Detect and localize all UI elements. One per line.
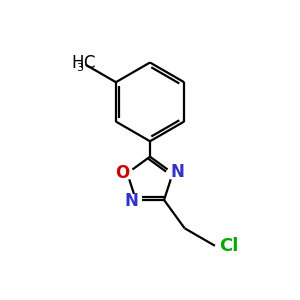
Text: N: N bbox=[171, 163, 184, 181]
Text: H: H bbox=[71, 54, 83, 72]
Text: 3: 3 bbox=[76, 63, 83, 73]
Text: O: O bbox=[115, 164, 129, 182]
Text: C: C bbox=[83, 54, 95, 72]
Text: N: N bbox=[124, 192, 138, 210]
Text: Cl: Cl bbox=[219, 237, 238, 255]
